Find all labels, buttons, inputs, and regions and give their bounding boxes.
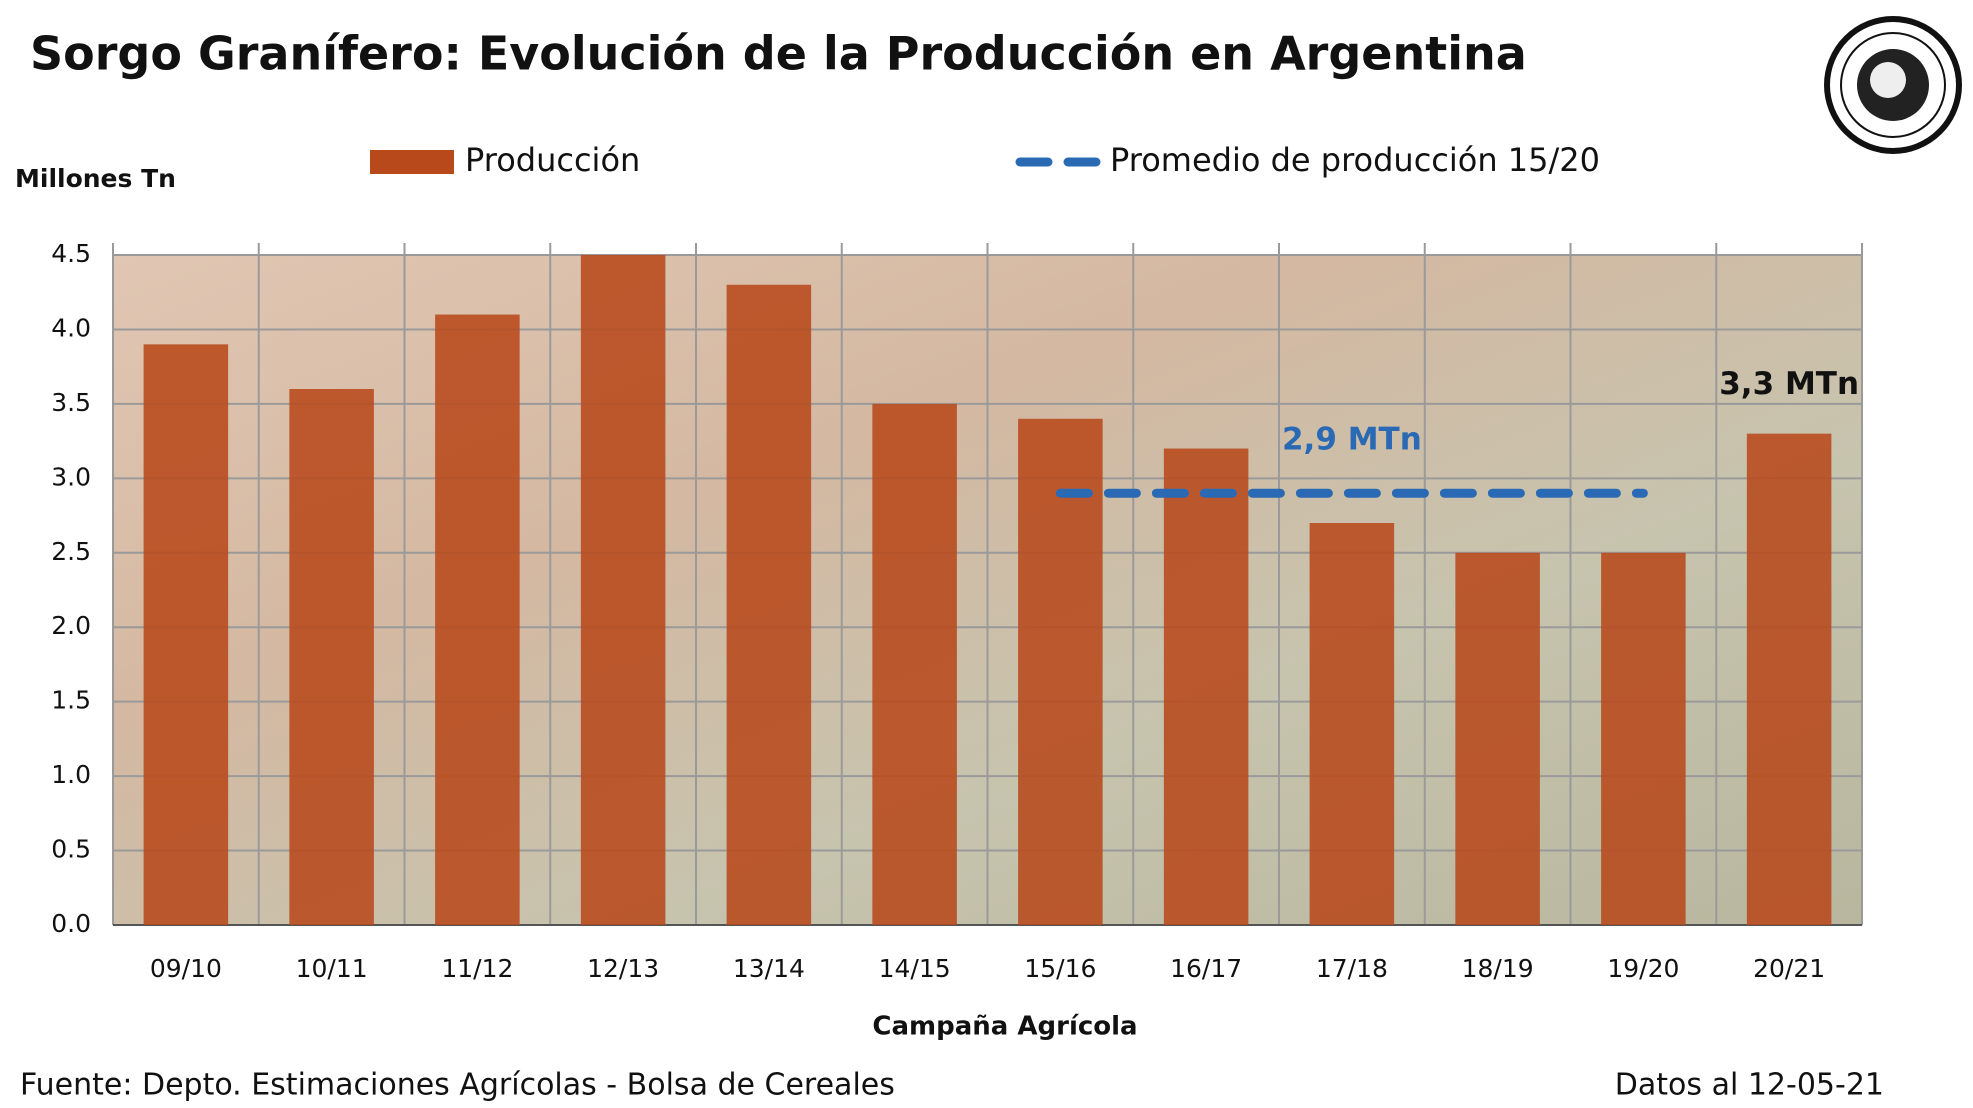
source-note: Fuente: Depto. Estimaciones Agrícolas - … (20, 1068, 895, 1103)
x-tick-label: 12/13 (587, 954, 659, 983)
x-tick-label: 09/10 (150, 954, 222, 983)
x-tick-label: 11/12 (441, 954, 513, 983)
bar (1163, 448, 1249, 925)
bar (872, 403, 957, 925)
y-tick-label: 0.5 (51, 835, 91, 864)
y-axis-title: Millones Tn (15, 164, 176, 193)
x-tick-label: 10/11 (296, 954, 368, 983)
x-tick-label: 18/19 (1462, 954, 1534, 983)
x-tick-label: 16/17 (1170, 954, 1242, 983)
y-tick-label: 4.0 (51, 313, 91, 342)
x-tick-label: 13/14 (733, 954, 805, 983)
bar (289, 389, 374, 925)
y-tick-label: 1.0 (51, 760, 91, 789)
data-label: 2,9 MTn (1282, 422, 1422, 458)
bar (1309, 523, 1395, 925)
bar (580, 255, 666, 925)
chart-title: Sorgo Granífero: Evolución de la Producc… (30, 27, 1527, 81)
data-label: 3,3 MTn (1719, 366, 1859, 402)
x-tick-label: 15/16 (1024, 954, 1096, 983)
x-tick-label: 14/15 (879, 954, 951, 983)
legend-label: Producción (465, 141, 640, 179)
logo (1824, 16, 1962, 154)
bar (143, 344, 229, 925)
bar (1018, 418, 1103, 925)
bar (1455, 552, 1540, 925)
y-tick-label: 1.5 (51, 686, 91, 715)
bar (1746, 433, 1832, 925)
y-tick-label: 3.0 (51, 462, 91, 491)
bar (726, 284, 812, 925)
bar (1601, 552, 1686, 925)
legend-swatch (370, 150, 454, 174)
legend-label: Promedio de producción 15/20 (1110, 141, 1600, 179)
y-tick-label: 2.0 (51, 611, 91, 640)
x-axis-title: Campaña Agrícola (872, 1012, 1137, 1042)
x-tick-label: 19/20 (1607, 954, 1679, 983)
date-note: Datos al 12-05-21 (1615, 1068, 1884, 1103)
y-tick-label: 0.0 (51, 909, 91, 938)
y-tick-label: 4.5 (51, 239, 91, 268)
y-tick-label: 3.5 (51, 388, 91, 417)
x-tick-label: 17/18 (1316, 954, 1388, 983)
bar (435, 314, 520, 925)
x-tick-label: 20/21 (1753, 954, 1825, 983)
y-tick-label: 2.5 (51, 537, 91, 566)
